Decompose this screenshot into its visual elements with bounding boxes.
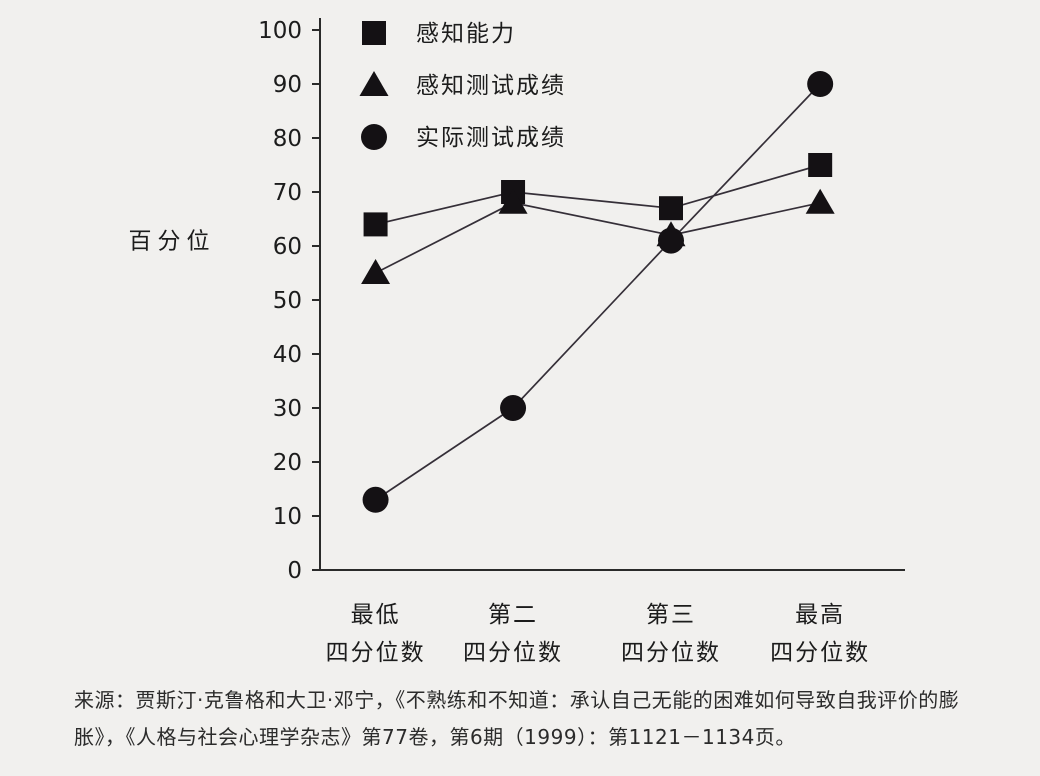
legend-label-triangle: 感知测试成绩 <box>416 73 566 99</box>
y-tick-label: 50 <box>273 288 302 314</box>
data-point-circle <box>362 486 389 513</box>
y-tick-label: 70 <box>273 180 302 206</box>
data-point-triangle <box>498 188 528 214</box>
x-category-label-line1: 第三 <box>646 602 696 628</box>
data-point-triangle <box>361 259 391 284</box>
legend-marker-circle <box>361 124 387 150</box>
y-tick-label: 20 <box>273 450 302 476</box>
x-category-label-line1: 最高 <box>795 602 845 628</box>
data-point-square <box>363 212 388 237</box>
source-note: 来源：贾斯汀·克鲁格和大卫·邓宁，《不熟练和不知道：承认自己无能的困难如何导致自… <box>74 688 960 749</box>
y-tick-label: 60 <box>273 234 302 260</box>
series-line-square <box>375 164 821 226</box>
data-point-circle <box>658 227 684 254</box>
y-tick-label: 90 <box>273 72 302 98</box>
x-category-label-line2: 四分位数 <box>463 640 563 666</box>
data-point-square <box>808 153 833 177</box>
series-line-triangle <box>375 201 821 274</box>
y-tick-label: 40 <box>273 342 302 368</box>
data-point-circle <box>500 395 527 421</box>
x-category-label-line2: 四分位数 <box>770 640 870 666</box>
data-point-triangle <box>805 188 835 214</box>
legend-label-square: 感知能力 <box>416 21 516 47</box>
x-category-label-line2: 四分位数 <box>621 640 721 666</box>
y-tick-label: 100 <box>258 18 302 44</box>
y-tick-label: 0 <box>287 558 302 584</box>
y-tick-label: 10 <box>273 504 302 530</box>
x-category-label-line2: 四分位数 <box>326 640 426 666</box>
y-tick-label: 30 <box>273 396 302 422</box>
series-line-circle <box>375 83 821 501</box>
legend-label-circle: 实际测试成绩 <box>416 125 566 151</box>
y-axis-title: 百分位 <box>129 229 216 255</box>
legend-marker-triangle <box>359 71 389 96</box>
x-category-label-line1: 第二 <box>488 602 538 628</box>
data-point-circle <box>807 71 834 97</box>
x-category-label-line1: 最低 <box>351 602 401 628</box>
y-tick-label: 80 <box>273 126 302 152</box>
legend-marker-square <box>362 21 386 45</box>
data-point-square <box>659 196 683 221</box>
